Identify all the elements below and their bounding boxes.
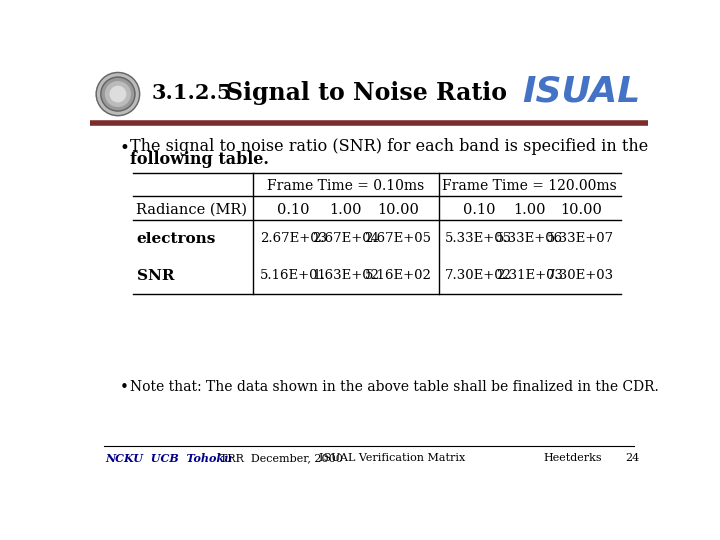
Text: 10.00: 10.00 <box>377 202 419 217</box>
Text: 2.31E+03: 2.31E+03 <box>496 269 563 282</box>
Text: SNR: SNR <box>137 269 174 283</box>
Text: 24: 24 <box>625 453 639 463</box>
Circle shape <box>101 77 135 111</box>
Text: Frame Time = 0.10ms: Frame Time = 0.10ms <box>267 179 424 193</box>
Text: 7.30E+02: 7.30E+02 <box>445 269 513 282</box>
Text: Note that: The data shown in the above table shall be finalized in the CDR.: Note that: The data shown in the above t… <box>130 380 659 394</box>
Text: Signal to Noise Ratio: Signal to Noise Ratio <box>225 82 507 105</box>
Text: 10.00: 10.00 <box>560 202 602 217</box>
Text: 7.30E+03: 7.30E+03 <box>547 269 614 282</box>
Text: electrons: electrons <box>137 232 216 246</box>
Text: 5.16E+02: 5.16E+02 <box>364 269 431 282</box>
Text: following table.: following table. <box>130 151 269 168</box>
Text: Frame Time = 120.00ms: Frame Time = 120.00ms <box>442 179 617 193</box>
Circle shape <box>96 72 140 116</box>
Text: 0.10: 0.10 <box>462 202 495 217</box>
Text: The signal to noise ratio (SNR) for each band is specified in the: The signal to noise ratio (SNR) for each… <box>130 138 649 155</box>
Text: NCKU  UCB  Tohoku: NCKU UCB Tohoku <box>106 453 233 464</box>
Text: 5.33E+06: 5.33E+06 <box>496 232 563 245</box>
Text: •: • <box>120 139 130 157</box>
Text: 2.67E+04: 2.67E+04 <box>312 232 379 245</box>
Text: •: • <box>120 381 128 395</box>
Text: 1.63E+02: 1.63E+02 <box>312 269 379 282</box>
Text: 1.00: 1.00 <box>513 202 546 217</box>
Text: 1.00: 1.00 <box>330 202 362 217</box>
Text: Radiance (MR): Radiance (MR) <box>137 202 248 217</box>
Text: TRR  December, 2000: TRR December, 2000 <box>220 453 343 463</box>
Text: 0.10: 0.10 <box>277 202 310 217</box>
Text: 2.67E+03: 2.67E+03 <box>260 232 327 245</box>
Text: 5.33E+07: 5.33E+07 <box>547 232 614 245</box>
Text: 5.16E+01: 5.16E+01 <box>260 269 327 282</box>
Text: 5.33E+05: 5.33E+05 <box>445 232 513 245</box>
Text: Heetderks: Heetderks <box>544 453 602 463</box>
Circle shape <box>106 82 130 106</box>
Text: 2.67E+05: 2.67E+05 <box>364 232 431 245</box>
Text: ISUAL: ISUAL <box>522 75 640 109</box>
Text: 3.1.2.5: 3.1.2.5 <box>152 83 233 103</box>
Circle shape <box>110 86 126 102</box>
Text: ISUAL Verification Matrix: ISUAL Verification Matrix <box>319 453 465 463</box>
